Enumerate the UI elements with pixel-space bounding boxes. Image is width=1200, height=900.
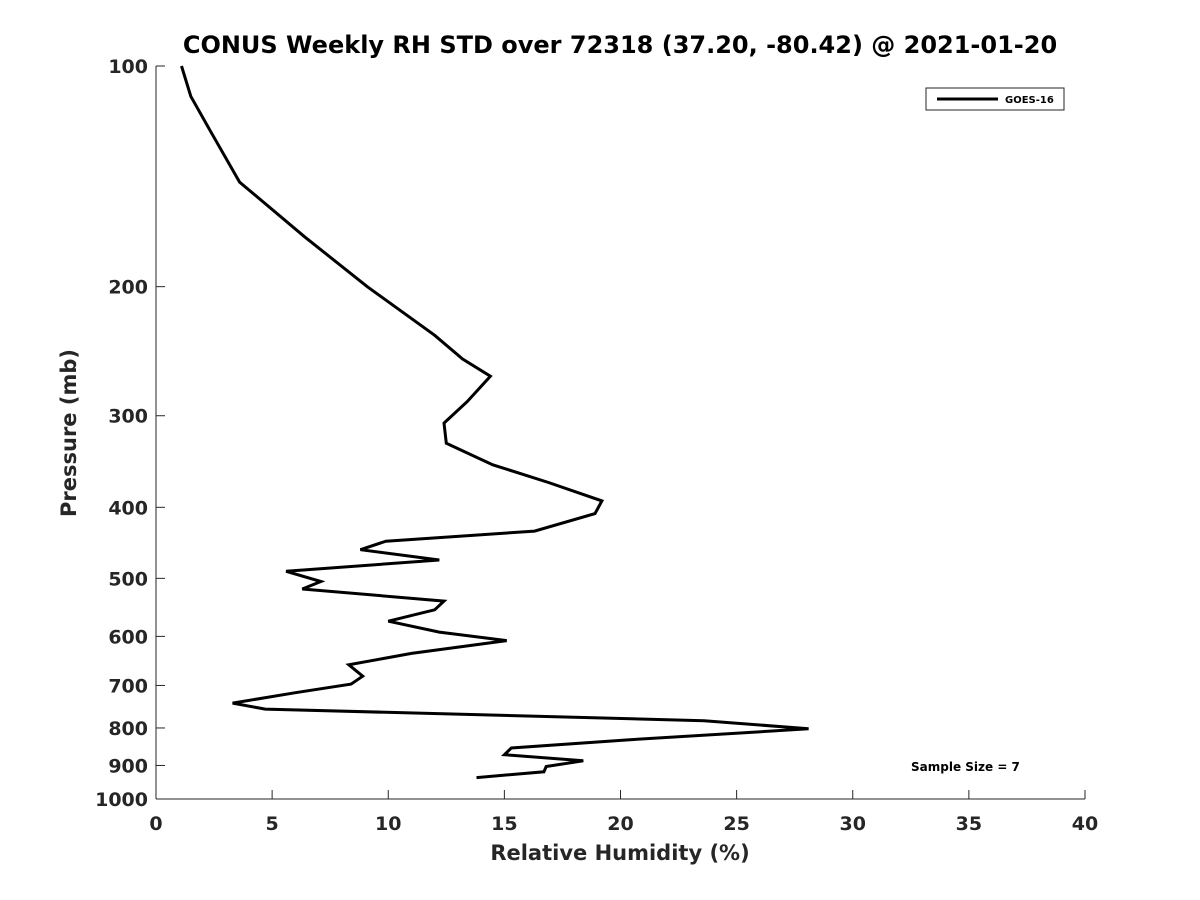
y-tick-label: 100 (108, 56, 148, 78)
x-tick-label: 30 (840, 813, 866, 835)
x-tick-label: 0 (149, 813, 162, 835)
series-group (180, 65, 809, 780)
y-tick-label: 400 (108, 497, 148, 519)
x-tick-label: 35 (956, 813, 982, 835)
chart-title: CONUS Weekly RH STD over 72318 (37.20, -… (183, 31, 1057, 59)
legend: GOES-16 (925, 87, 1065, 111)
x-tick-label: 40 (1072, 813, 1098, 835)
x-tick-label: 10 (375, 813, 401, 835)
x-tick-label: 25 (723, 813, 749, 835)
series-line-goes-16 (180, 65, 809, 780)
y-tick-label: 300 (108, 406, 148, 428)
x-ticks: 0 5 10 15 20 25 30 35 40 (149, 790, 1098, 835)
legend-label: GOES-16 (1005, 95, 1054, 106)
x-tick-label: 15 (491, 813, 517, 835)
y-tick-label: 700 (108, 675, 148, 697)
x-tick-label: 20 (607, 813, 633, 835)
plot-area: 0 5 10 15 20 25 30 35 40 100 200 300 400 500 600 700 80… (95, 56, 1098, 835)
sample-size-annotation: Sample Size = 7 (911, 760, 1020, 774)
y-axis-label: Pressure (mb) (57, 349, 81, 517)
y-tick-label: 200 (108, 277, 148, 299)
x-tick-label: 5 (266, 813, 279, 835)
y-tick-label: 1000 (95, 789, 148, 811)
y-tick-label: 900 (108, 755, 148, 777)
y-tick-label: 500 (108, 568, 148, 590)
x-axis-label: Relative Humidity (%) (490, 841, 749, 865)
y-ticks: 100 200 300 400 500 600 700 800 900 1000 (95, 56, 165, 811)
y-tick-label: 600 (108, 626, 148, 648)
y-tick-label: 800 (108, 718, 148, 740)
